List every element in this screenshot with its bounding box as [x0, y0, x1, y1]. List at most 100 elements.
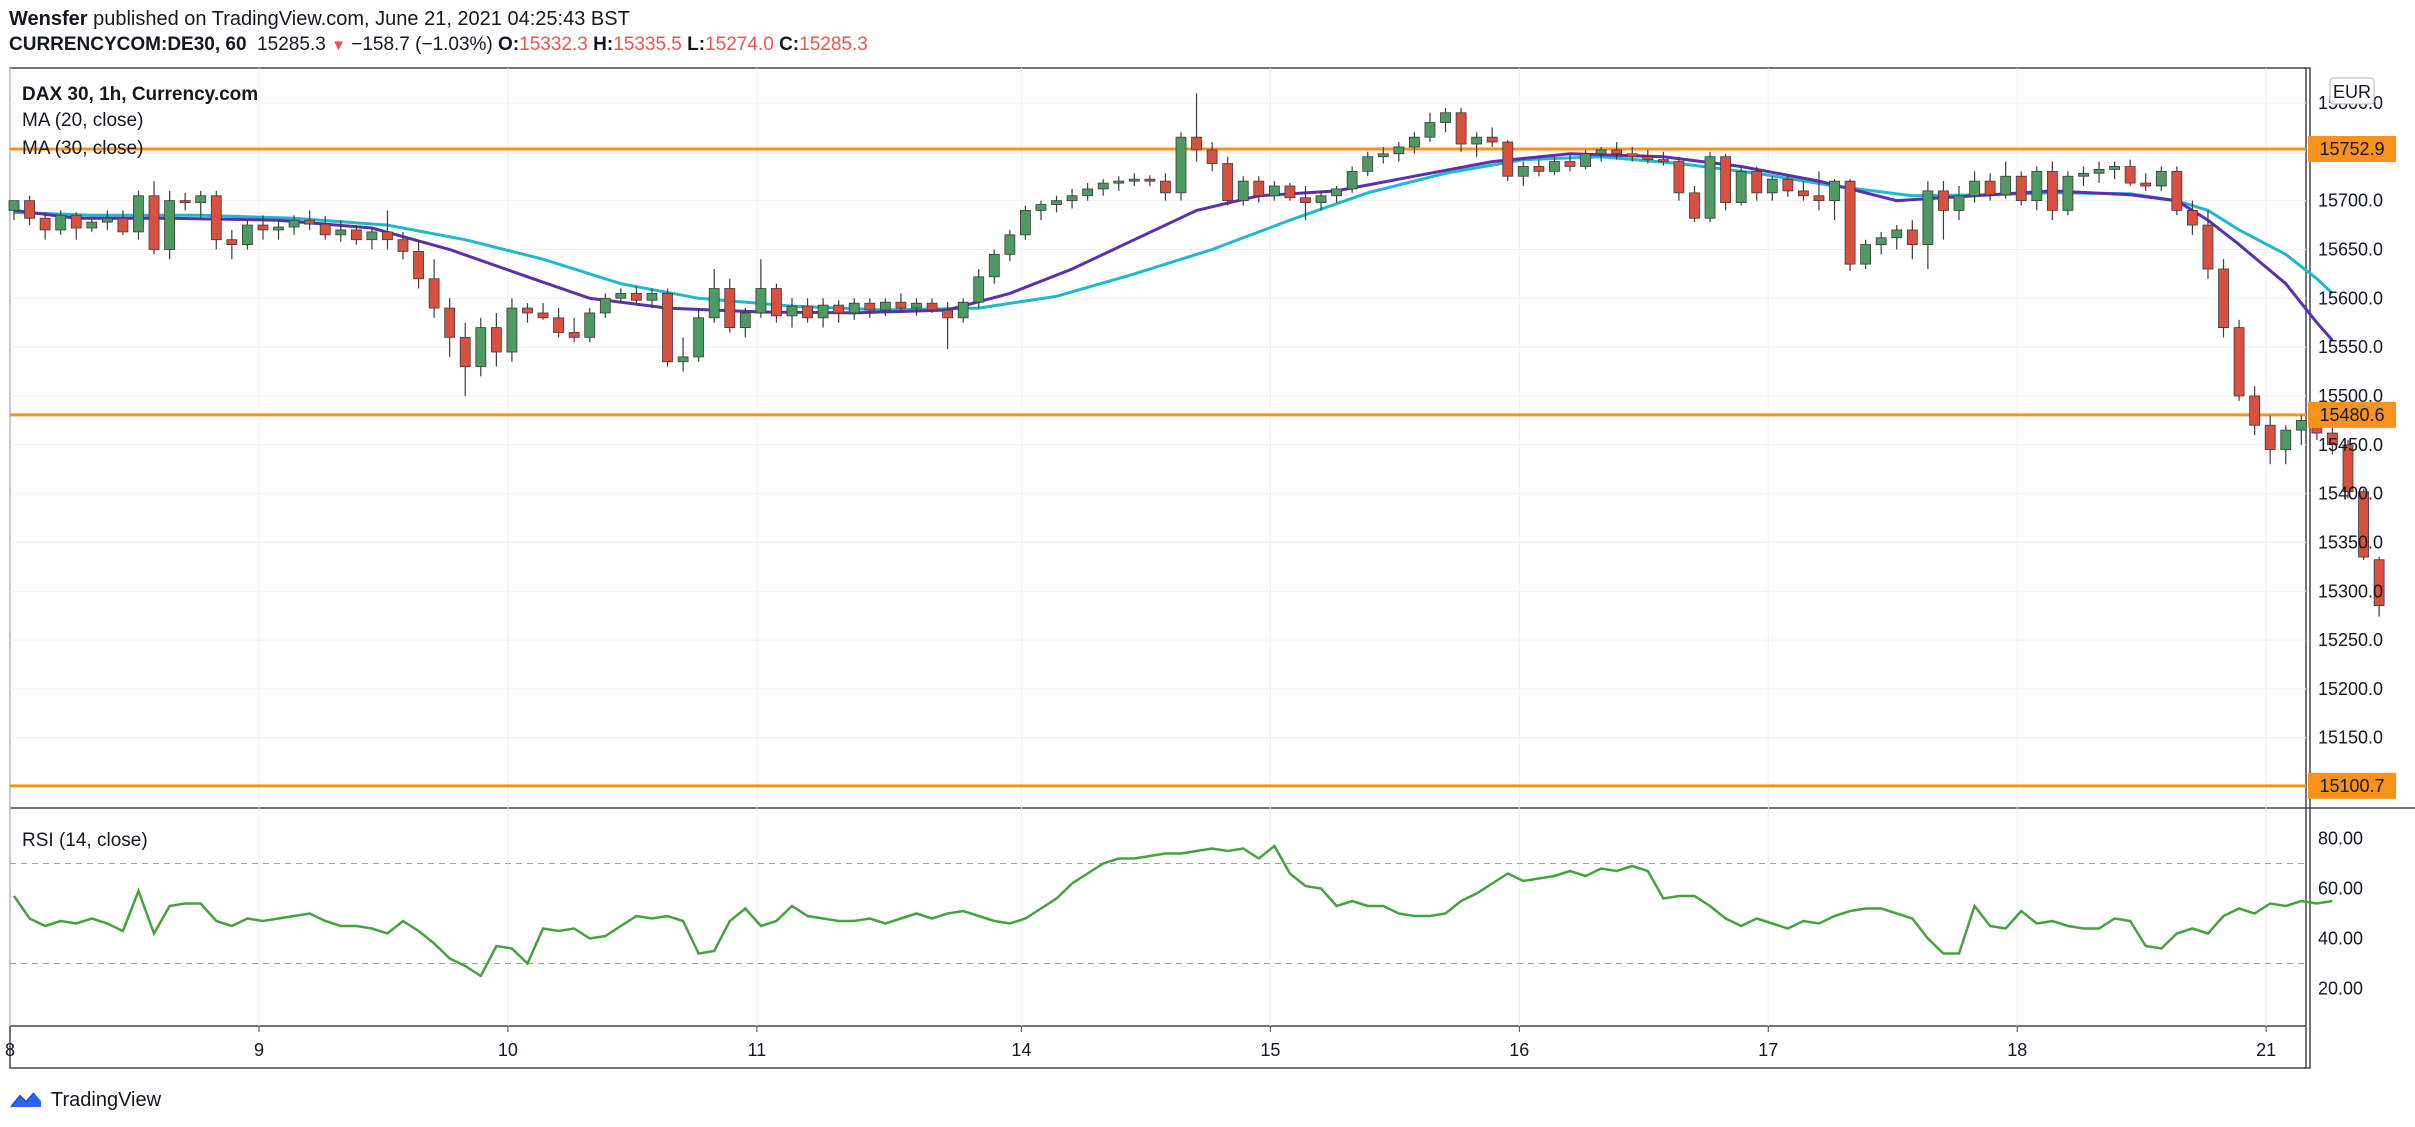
candle-body [1735, 170, 1747, 204]
candle [70, 212, 82, 240]
candle [677, 337, 689, 372]
candle-body [117, 217, 129, 233]
candle [1533, 159, 1545, 177]
rsi-tick-label: 80.00 [2318, 829, 2363, 849]
candle-body [584, 312, 596, 338]
last-price: 15285.3 [257, 34, 326, 55]
time-tick-label: 17 [1758, 1040, 1778, 1060]
candle-body [1377, 153, 1389, 158]
candle-body [1082, 188, 1094, 197]
candle [522, 303, 533, 323]
candle-body [1906, 229, 1918, 245]
level-tag [2308, 401, 2396, 428]
price-tick-label: 15650.0 [2318, 239, 2383, 259]
candle [1720, 153, 1731, 211]
candle [646, 288, 658, 309]
candle [179, 192, 191, 211]
legend-ma30[interactable]: MA (30, close) [22, 138, 143, 159]
candle [631, 286, 642, 304]
candle-body [988, 253, 1000, 278]
candle [8, 200, 20, 221]
candle [848, 298, 860, 320]
candle-body [1891, 229, 1903, 239]
candle-body [1844, 180, 1856, 265]
candle-body [382, 231, 393, 241]
candle [1922, 181, 1934, 270]
candle-body [677, 356, 689, 363]
candle-body [1766, 178, 1778, 194]
candle [117, 210, 129, 235]
candle [2218, 259, 2229, 338]
candle [1689, 186, 1700, 223]
candle [1969, 171, 1980, 203]
candle-body [2031, 170, 2043, 202]
candle-body [1144, 178, 1156, 182]
rsi-line [12, 844, 2333, 978]
footer-brand[interactable]: TradingView [51, 1088, 162, 1111]
legend-title[interactable]: DAX 30, 1h, Currency.com [22, 84, 258, 105]
open-value: 15332.3 [519, 34, 588, 55]
candle-body [2342, 444, 2354, 493]
price-pane[interactable]: 15800.015750.015700.015650.015600.015550… [5, 67, 2415, 1069]
candle-body [1191, 136, 1202, 151]
candle-body [1875, 237, 1887, 245]
candle [693, 308, 705, 362]
candle [1082, 183, 1094, 201]
candle [2078, 166, 2089, 187]
level-tag-label: 15100.7 [2319, 776, 2384, 796]
candle [553, 308, 564, 338]
candle [2062, 171, 2074, 216]
candle-body [506, 307, 518, 353]
legend-rsi[interactable]: RSI (14, close) [22, 830, 148, 851]
currency-badge[interactable] [2329, 77, 2375, 105]
candle [506, 298, 518, 362]
candle-body [164, 200, 176, 250]
candle [24, 195, 35, 226]
price-change: −158.7 (−1.03%) [351, 34, 493, 55]
close-label: C: [779, 34, 800, 55]
candle [615, 288, 627, 304]
candle [195, 190, 207, 221]
candle [864, 298, 876, 318]
time-axis[interactable]: 8 9 10 11 14 15 16 17 18 21 [5, 1026, 2276, 1060]
candle [86, 218, 98, 232]
candle-body [2140, 182, 2152, 187]
candle-body [226, 239, 238, 245]
candle-body [926, 302, 938, 311]
candle [226, 229, 238, 260]
candle [1938, 181, 1949, 240]
candle [1191, 93, 1202, 162]
candle [2186, 200, 2198, 235]
candle-body [70, 214, 82, 229]
candle-body [1409, 136, 1420, 148]
candle [2342, 439, 2354, 499]
candle-body [195, 195, 207, 204]
candle [1440, 107, 1451, 133]
candle-body [2233, 327, 2245, 397]
candle [1984, 173, 1996, 201]
candle-body [724, 288, 736, 328]
candle [568, 317, 580, 343]
candle-body [522, 307, 533, 314]
candle [973, 269, 985, 309]
time-tick-label: 8 [5, 1040, 15, 1060]
candle [1673, 156, 1685, 201]
candle [2295, 415, 2307, 445]
price-tick-label: 15250.0 [2318, 630, 2383, 650]
candle-body [1486, 136, 1498, 143]
candle-body [771, 288, 782, 317]
candle-body [304, 219, 316, 225]
legend-ma20[interactable]: MA (20, close) [22, 110, 143, 131]
candle-body [2358, 491, 2369, 558]
price-tick-label: 15500.0 [2318, 386, 2383, 406]
low-value: 15274.0 [705, 34, 774, 55]
level-tags: 15752.9 15480.6 15100.7 [2308, 135, 2396, 799]
candle-body [1051, 200, 1062, 205]
rsi-pane[interactable]: 80.00 60.00 40.00 20.00 [10, 829, 2363, 999]
candle [1953, 186, 1965, 221]
publisher-name[interactable]: Wensfer [9, 8, 88, 30]
level-tag [2308, 135, 2396, 162]
candle [1455, 107, 1467, 152]
candle [1331, 186, 1342, 203]
